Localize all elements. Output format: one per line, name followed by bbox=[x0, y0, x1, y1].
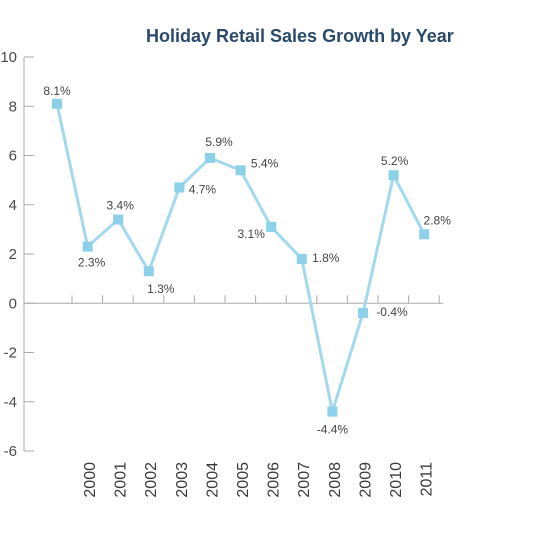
y-tick-label: -2 bbox=[4, 345, 17, 362]
x-tick-label: 2008 bbox=[327, 462, 344, 498]
data-label: 2.8% bbox=[424, 213, 452, 227]
x-tick-label: 2003 bbox=[174, 462, 191, 498]
data-point bbox=[296, 253, 307, 264]
x-tick-label: 2010 bbox=[388, 462, 405, 498]
data-point bbox=[419, 229, 430, 240]
data-point bbox=[235, 165, 246, 176]
series bbox=[52, 98, 430, 417]
y-tick-label: 10 bbox=[0, 49, 17, 66]
x-tick-labels: 2000 2001 2002 2003 2004 2005 2006 2007 2008 2009… bbox=[82, 462, 436, 498]
data-label: 2.3% bbox=[78, 256, 106, 270]
y-tick-label: 8 bbox=[9, 98, 17, 115]
data-labels: 8.1% 2.3% 3.4% 1.3% 4.7% 5.9% 5.4% 3.1% 1.8% -4.4… bbox=[43, 84, 451, 437]
x-tick-label: 2002 bbox=[143, 462, 160, 498]
data-label: 4.7% bbox=[189, 183, 217, 197]
data-point bbox=[327, 406, 338, 417]
x-tick-label: 2005 bbox=[235, 462, 252, 498]
y-tick-label: 0 bbox=[9, 295, 17, 312]
data-point bbox=[143, 266, 154, 277]
y-tick-label: -6 bbox=[4, 443, 17, 460]
data-label: -4.4% bbox=[317, 423, 349, 437]
data-label: 1.3% bbox=[147, 282, 175, 296]
chart-title: Holiday Retail Sales Growth by Year bbox=[146, 26, 454, 46]
x-tick-label: 2004 bbox=[204, 462, 221, 498]
y-tick-label: 6 bbox=[9, 148, 17, 165]
x-tick-label: 2009 bbox=[357, 462, 374, 498]
data-label: 3.1% bbox=[238, 227, 266, 241]
data-label: -0.4% bbox=[376, 305, 408, 319]
y-tick-label: -4 bbox=[4, 394, 17, 411]
data-point bbox=[205, 152, 215, 163]
data-point bbox=[266, 221, 277, 232]
y-tick-label: 4 bbox=[9, 197, 17, 214]
x-tick-label: 2007 bbox=[296, 462, 313, 498]
data-point bbox=[113, 214, 124, 225]
x-tick-label: 2001 bbox=[113, 462, 130, 498]
series-line bbox=[55, 103, 426, 414]
data-point bbox=[82, 241, 93, 252]
x-tick-label: 2011 bbox=[419, 462, 436, 497]
data-point bbox=[174, 182, 185, 193]
data-point bbox=[388, 170, 399, 181]
data-label: 8.1% bbox=[43, 84, 71, 98]
x-tick-label: 2000 bbox=[82, 462, 99, 498]
data-label: 5.9% bbox=[205, 135, 233, 149]
x-tick-label: 2006 bbox=[266, 462, 283, 498]
data-point bbox=[52, 98, 62, 109]
data-label: 1.8% bbox=[312, 251, 340, 265]
y-tick-labels: 10 8 6 4 2 0 -2 -4 -6 bbox=[0, 49, 17, 460]
axes bbox=[23, 56, 443, 452]
data-point bbox=[358, 308, 368, 319]
data-label: 3.4% bbox=[107, 199, 135, 213]
data-label: 5.4% bbox=[251, 156, 279, 170]
data-label: 5.2% bbox=[381, 154, 409, 168]
y-tick-label: 2 bbox=[9, 246, 17, 263]
